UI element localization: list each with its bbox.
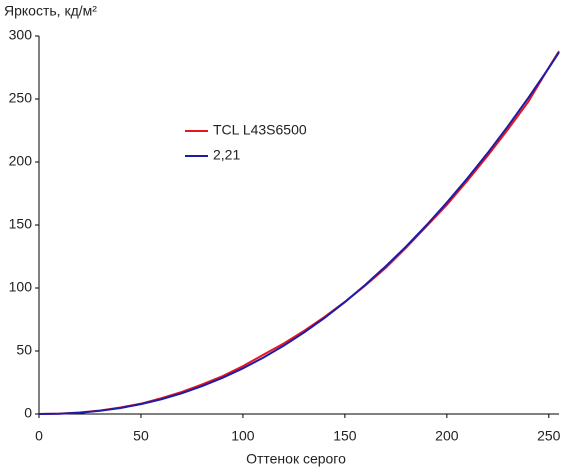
y-tick-label: 0 bbox=[24, 405, 32, 421]
x-tick-label: 100 bbox=[231, 428, 255, 444]
y-tick-label: 50 bbox=[16, 342, 32, 358]
x-tick-label: 150 bbox=[333, 428, 357, 444]
series-line bbox=[38, 50, 560, 415]
x-tick-label: 250 bbox=[537, 428, 561, 444]
legend-label: 2,21 bbox=[213, 147, 240, 163]
x-axis-label: Оттенок серого bbox=[246, 451, 346, 467]
y-tick-label: 300 bbox=[9, 27, 33, 43]
legend-label: TCL L43S6500 bbox=[213, 122, 307, 138]
y-tick-label: 150 bbox=[9, 216, 33, 232]
chart-title: Яркость, кд/м² bbox=[4, 3, 97, 19]
y-tick-label: 250 bbox=[9, 90, 33, 106]
x-tick-label: 200 bbox=[435, 428, 459, 444]
y-tick-label: 100 bbox=[9, 279, 33, 295]
x-tick-label: 50 bbox=[133, 428, 149, 444]
y-tick-label: 200 bbox=[9, 153, 33, 169]
series-line bbox=[38, 51, 560, 415]
x-tick-label: 0 bbox=[35, 428, 43, 444]
